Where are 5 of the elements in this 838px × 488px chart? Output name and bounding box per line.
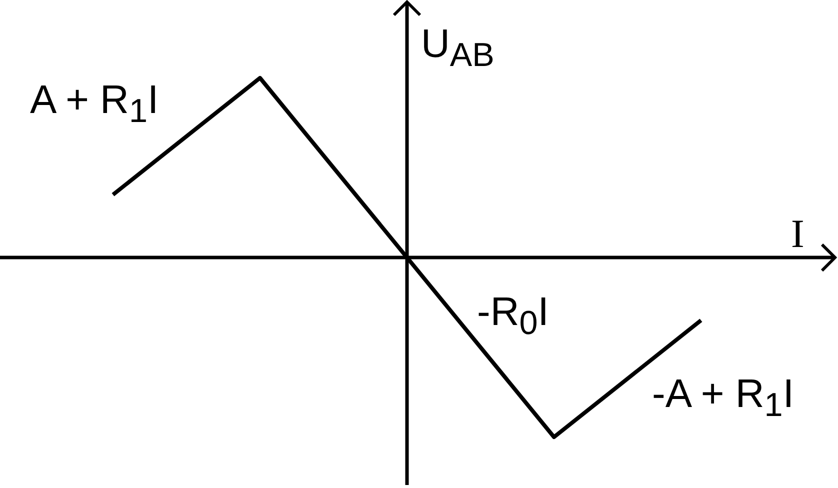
x-axis-title: I — [791, 211, 804, 256]
annotation: A + R$_{1}$I — [30, 78, 159, 132]
annotation: -R$_{0}$I — [477, 290, 549, 344]
annotation: -A + R$_{1}$I — [652, 372, 794, 426]
y-axis-title: U$_{AB}$ — [421, 22, 494, 76]
